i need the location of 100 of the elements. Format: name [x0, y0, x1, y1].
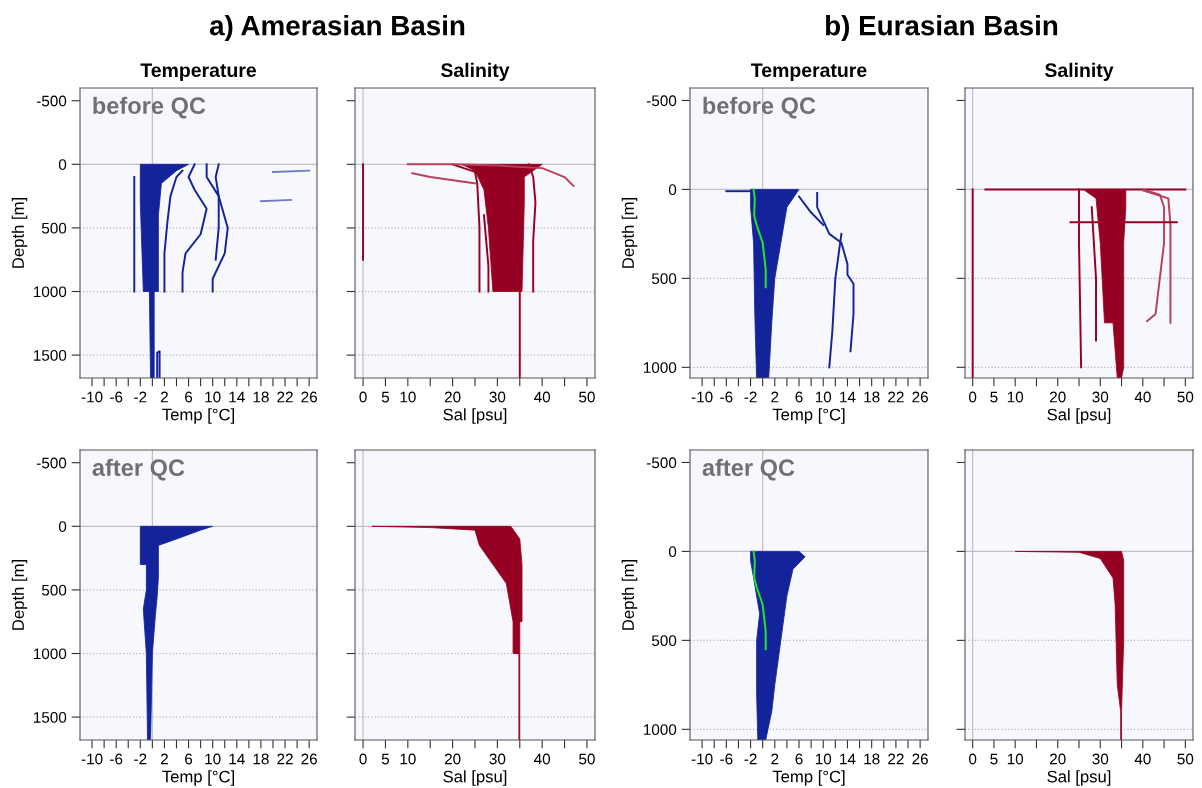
y-tick-label: 500	[651, 635, 677, 647]
x-tick-label: 0	[359, 391, 367, 403]
x-tick-label: -2	[134, 391, 147, 403]
x-tick-label: 14	[840, 753, 856, 765]
x-tick-label: -6	[720, 391, 733, 403]
x-tick-label: 20	[444, 753, 461, 765]
chart-title: Salinity	[1044, 62, 1114, 81]
x-tick-label: 30	[1092, 391, 1109, 403]
x-tick-label: 26	[912, 753, 928, 765]
x-tick-label: 2	[771, 391, 779, 403]
y-tick-label: 1500	[33, 349, 67, 361]
x-tick-label: 26	[912, 391, 928, 403]
x-axis-title: Temp [°C]	[162, 770, 234, 786]
chart-subtitle: before QC	[93, 96, 206, 119]
x-tick-label: -2	[134, 753, 147, 765]
x-tick-label: 5	[990, 753, 998, 765]
x-tick-label: 6	[185, 753, 193, 765]
x-tick-label: 2	[160, 753, 168, 765]
x-tick-label: 30	[489, 391, 506, 403]
y-tick-label: 0	[58, 521, 67, 532]
y-axis-title: Depth [m]	[11, 198, 28, 268]
y-axis-title: Depth [m]	[621, 560, 638, 630]
y-tick-label: 1000	[643, 362, 677, 374]
x-tick-label: 50	[1177, 753, 1194, 765]
x-tick-label: 0	[969, 753, 977, 765]
x-tick-label: 18	[253, 753, 269, 765]
x-tick-label: 5	[381, 391, 390, 403]
x-tick-label: 0	[969, 391, 977, 403]
x-tick-label: -6	[720, 753, 733, 765]
x-tick-label: 10	[400, 391, 416, 403]
y-tick-label: -500	[646, 95, 677, 107]
y-tick-label: 0	[668, 184, 677, 196]
y-axis-title: Depth [m]	[11, 560, 28, 630]
x-tick-label: -2	[744, 753, 757, 765]
x-tick-label: 26	[301, 391, 317, 403]
x-tick-label: 50	[1177, 391, 1194, 403]
y-tick-label: 0	[668, 546, 677, 558]
x-tick-label: 18	[253, 391, 269, 403]
x-tick-label: -10	[691, 753, 713, 765]
x-tick-label: 30	[489, 753, 506, 765]
x-tick-label: 10	[1007, 391, 1024, 403]
x-tick-label: 20	[444, 391, 461, 403]
x-tick-label: 30	[1092, 753, 1109, 765]
x-tick-label: 6	[185, 391, 193, 403]
x-tick-label: 10	[205, 753, 221, 765]
x-axis-title: Sal [psu]	[443, 770, 507, 786]
y-tick-label: 500	[41, 222, 67, 234]
x-tick-label: 14	[840, 391, 856, 403]
x-tick-label: 10	[815, 391, 832, 403]
x-tick-label: 10	[400, 753, 416, 765]
x-tick-label: 6	[795, 391, 803, 403]
x-tick-label: 40	[534, 753, 551, 765]
x-tick-label: 10	[205, 391, 221, 403]
x-tick-label: 40	[1134, 753, 1151, 765]
x-tick-label: 22	[277, 753, 293, 765]
chart-title: Temperature	[140, 63, 257, 81]
x-tick-label: -6	[110, 753, 123, 765]
y-tick-label: -500	[36, 95, 67, 107]
x-tick-label: 10	[1007, 753, 1024, 765]
x-tick-label: 18	[864, 753, 880, 765]
x-tick-label: 14	[229, 753, 245, 765]
y-tick-label: -500	[36, 457, 67, 469]
x-axis-title: Temp [°C]	[772, 408, 845, 424]
y-tick-label: -500	[646, 457, 677, 469]
x-tick-label: 10	[815, 753, 832, 765]
x-axis-title: Temp [°C]	[772, 770, 845, 786]
x-axis-title: Sal [psu]	[1047, 770, 1111, 786]
y-tick-label: 1500	[33, 711, 67, 723]
x-tick-label: 18	[864, 391, 880, 403]
x-tick-label: 50	[579, 391, 595, 403]
y-tick-label: 1000	[33, 286, 67, 298]
chart-title: Temperature	[751, 63, 867, 81]
x-axis-title: Sal [psu]	[1047, 408, 1111, 424]
y-axis-title: Depth [m]	[621, 198, 638, 268]
chart-subtitle: after QC	[702, 458, 795, 481]
x-tick-label: 14	[229, 391, 245, 403]
x-tick-label: 5	[381, 753, 390, 765]
x-tick-label: -6	[110, 391, 123, 403]
x-tick-label: 22	[888, 391, 904, 403]
text: a) Amerasian Basin	[209, 15, 465, 41]
chart-subtitle: before QC	[703, 96, 816, 119]
x-tick-label: 5	[990, 391, 998, 403]
x-tick-label: 2	[160, 391, 168, 403]
x-tick-label: 0	[359, 753, 367, 765]
x-tick-label: -10	[691, 391, 713, 403]
x-tick-label: 20	[1050, 391, 1066, 403]
text: b) Eurasian Basin	[826, 15, 1058, 41]
y-tick-label: 0	[58, 159, 67, 170]
y-tick-label: 500	[41, 584, 67, 596]
x-tick-label: 2	[771, 753, 779, 765]
x-tick-label: 26	[301, 753, 317, 765]
x-tick-label: 40	[1134, 391, 1151, 403]
x-axis-title: Sal [psu]	[443, 408, 507, 424]
x-tick-label: -2	[744, 391, 757, 403]
x-tick-label: 20	[1050, 753, 1066, 765]
y-tick-label: 500	[651, 273, 677, 285]
x-tick-label: 50	[579, 753, 595, 765]
x-tick-label: 40	[534, 391, 551, 403]
x-tick-label: 22	[888, 753, 904, 765]
x-tick-label: -10	[81, 391, 103, 403]
